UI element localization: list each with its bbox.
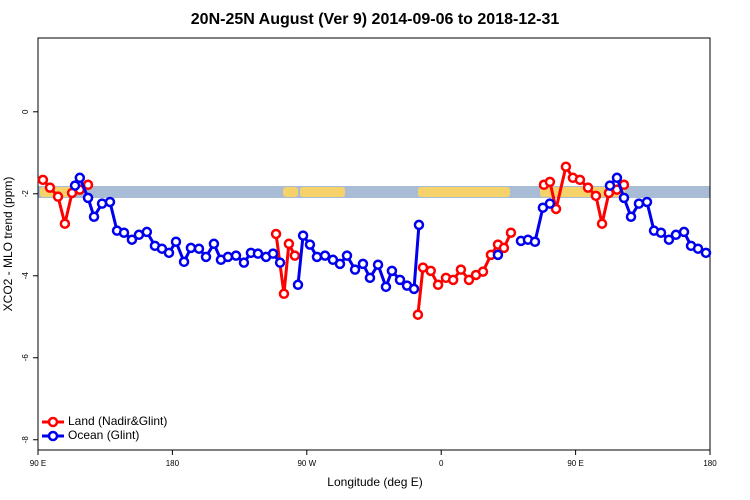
map-land [418, 187, 510, 197]
data-point [74, 172, 86, 184]
data-point [463, 274, 475, 286]
data-point [319, 250, 331, 261]
data-point [170, 236, 182, 247]
x-tick-label: 180 [166, 459, 180, 468]
y-tick-label: -6 [21, 354, 30, 362]
data-point [529, 236, 541, 247]
y-tick-label: -8 [21, 436, 30, 444]
data-point [270, 228, 282, 240]
data-point [297, 230, 309, 241]
data-point [357, 258, 369, 270]
data-point [252, 248, 264, 259]
data-point [432, 279, 444, 291]
data-point [455, 264, 467, 275]
data-point [200, 251, 212, 263]
data-point [230, 250, 242, 261]
data-point [394, 274, 406, 286]
data-point [178, 256, 190, 268]
data-point [289, 250, 301, 261]
data-point [238, 257, 250, 268]
data-point [292, 279, 304, 291]
data-point [59, 218, 71, 229]
data-point [550, 203, 562, 215]
map-land [300, 187, 345, 197]
data-point [618, 192, 630, 204]
x-axis-label: Longitude (deg E) [327, 475, 422, 489]
data-point [208, 238, 220, 250]
plot-frame [37, 37, 711, 451]
y-axis-label: XCO2 - MLO trend (ppm) [1, 177, 15, 312]
data-point [82, 192, 94, 204]
x-tick-label: 90 E [30, 459, 46, 468]
data-point [447, 274, 459, 286]
data-point [163, 247, 175, 259]
x-tick-label: 0 [439, 459, 444, 468]
y-tick-label: -2 [21, 190, 30, 198]
data-point [505, 227, 517, 238]
data-point [582, 182, 594, 193]
data-point [611, 172, 623, 184]
legend-marker [47, 430, 59, 442]
data-point [425, 265, 436, 277]
data-point [633, 198, 645, 209]
data-point [700, 247, 712, 259]
data-point [69, 180, 81, 191]
data-point [641, 196, 653, 208]
data-point [596, 218, 608, 229]
data-point [477, 266, 489, 277]
data-point [544, 176, 556, 188]
data-point [670, 229, 682, 241]
data-point [678, 226, 690, 238]
data-point [412, 309, 424, 320]
data-point [274, 257, 286, 268]
data-point [544, 198, 556, 209]
data-point [386, 265, 398, 277]
data-point [498, 242, 510, 254]
data-point [104, 196, 116, 208]
data-point [492, 249, 504, 261]
map-land [283, 187, 298, 197]
x-tick-label: 90 E [567, 459, 583, 468]
data-point [574, 174, 586, 186]
data-point [44, 182, 56, 193]
data-point [278, 288, 290, 300]
data-point [692, 243, 704, 254]
data-point [283, 238, 295, 250]
data-point [304, 239, 316, 250]
data-point [141, 226, 153, 238]
data-point [52, 191, 64, 202]
y-tick-label: -4 [21, 272, 30, 280]
data-point [185, 242, 197, 254]
data-point [380, 281, 392, 293]
data-point [311, 251, 323, 263]
legend-label: Ocean (Glint) [68, 428, 139, 442]
data-point [126, 234, 138, 245]
data-point [663, 234, 675, 245]
data-point [118, 227, 130, 238]
legend-label: Land (Nadir&Glint) [68, 414, 167, 428]
data-point [625, 211, 637, 222]
data-point [560, 161, 572, 172]
data-point [604, 180, 616, 191]
data-point [37, 174, 49, 186]
data-point [413, 219, 425, 231]
data-point [349, 264, 361, 275]
data-point [372, 259, 384, 270]
x-tick-label: 180 [703, 459, 717, 468]
data-point [655, 227, 667, 238]
y-tick-label: 0 [21, 109, 30, 114]
legend-marker [47, 416, 59, 428]
data-point [341, 250, 353, 261]
x-tick-label: 90 W [297, 459, 316, 468]
data-point [267, 248, 279, 259]
data-point [88, 211, 100, 222]
data-point [334, 258, 346, 270]
chart-title: 20N-25N August (Ver 9) 2014-09-06 to 201… [191, 11, 560, 28]
data-point [408, 283, 420, 295]
data-point [364, 272, 376, 284]
data-point [193, 243, 205, 254]
data-point [222, 251, 234, 263]
data-point [590, 190, 602, 202]
